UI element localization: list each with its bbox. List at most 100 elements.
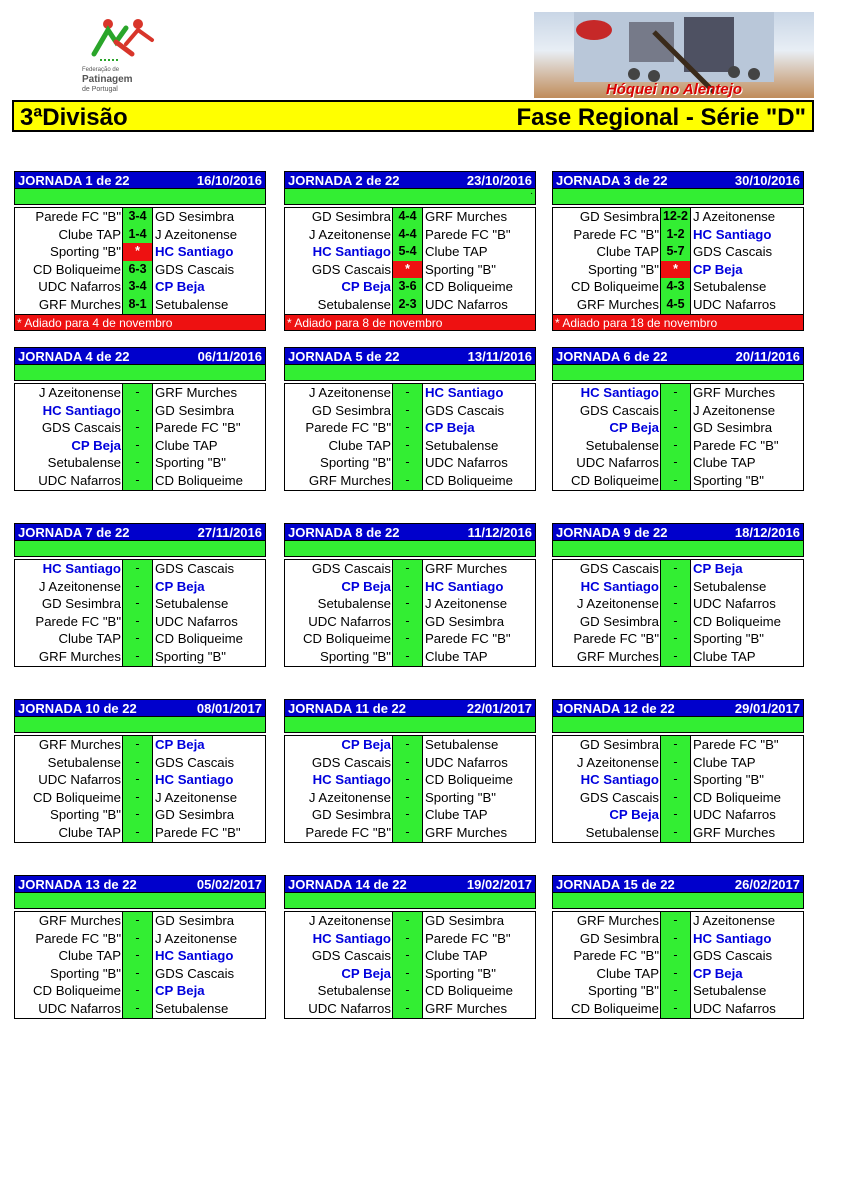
round-date: 23/10/2016 [466,173,532,188]
away-team: UDC Nafarros [425,754,508,770]
away-team: GD Sesimbra [155,402,235,418]
round-date: 18/12/2016 [734,525,800,540]
game-row: HC Santiago 5-4 Clube TAP [285,243,535,261]
away-team: Parede FC "B" [425,930,511,946]
home-team: HC Santiago [285,771,393,789]
game-row: Setubalense - Sporting "B" [15,454,265,472]
game-score: - [393,806,423,824]
round-card: JORNADA 10 de 22 08/01/2017 GRF Murches - CP… [14,699,266,843]
away-team: UDC Nafarros [693,596,776,612]
away-team: Setubalense [693,578,767,594]
home-team: GDS Cascais [285,753,393,772]
away-team: HC Santiago [425,385,504,400]
away-team: UDC Nafarros [425,296,508,312]
away-team: UDC Nafarros [693,296,776,312]
round-label: JORNADA 12 de 22 [556,701,675,716]
game-score: - [393,595,423,613]
round-label: JORNADA 5 de 22 [288,349,400,364]
game-row: GRF Murches - CD Boliqueime [285,471,535,490]
division-title: 3ªDivisão [20,104,128,131]
home-team: UDC Nafarros [285,999,393,1018]
away-team: J Azeitonense [155,226,238,242]
game-score: - [661,471,691,490]
round-subheader [14,717,266,733]
game-row: CD Boliqueime 6-3 GDS Cascais [15,260,265,279]
games-table: J Azeitonense - GRF Murches HC Santiago - GD … [14,383,266,491]
away-team: Parede FC "B" [425,226,511,242]
round-subheader [552,893,804,909]
round-subheader [14,893,266,909]
away-team: HC Santiago [155,948,234,964]
game-score: - [393,982,423,1000]
home-team: CP Beja [285,964,393,983]
home-team: Clube TAP [15,947,123,965]
round-subheader [284,541,536,557]
away-team: Clube TAP [693,648,756,664]
game-score: - [393,560,423,578]
round-label: JORNADA 6 de 22 [556,349,668,364]
round-header: JORNADA 8 de 22 11/12/2016 [284,523,536,541]
game-score: - [661,912,691,930]
game-row: UDC Nafarros - HC Santiago [15,771,265,789]
round-subheader [14,365,266,381]
round-card: JORNADA 7 de 22 27/11/2016 HC Santiago - GDS… [14,523,266,667]
game-row: GRF Murches 4-5 UDC Nafarros [553,295,803,314]
away-team: GD Sesimbra [155,913,235,928]
away-team: UDC Nafarros [693,1000,776,1016]
home-team: HC Santiago [285,929,393,948]
home-team: CP Beja [553,806,661,824]
game-score: - [123,560,153,578]
home-team: GD Sesimbra [15,595,123,613]
home-team: GD Sesimbra [553,736,661,754]
round-card: JORNADA 8 de 22 11/12/2016 GDS Cascais - GRF… [284,523,536,667]
game-score: - [123,947,153,965]
games-table: GD Sesimbra 4-4 GRF Murches J Azeitonense 4-… [284,207,536,315]
game-score: - [123,736,153,754]
game-row: Setubalense - GRF Murches [553,823,803,842]
game-row: GDS Cascais - J Azeitonense [553,401,803,420]
games-table: GD Sesimbra - Parede FC "B" J Azeitonense - C… [552,735,804,843]
game-score: - [661,436,691,455]
home-team: Parede FC "B" [553,225,661,244]
away-team: Sporting "B" [693,631,764,647]
round-label: JORNADA 3 de 22 [556,173,668,188]
round-header: JORNADA 13 de 22 05/02/2017 [14,875,266,893]
games-table: GRF Murches - J Azeitonense GD Sesimbra - HC … [552,911,804,1019]
round-header: JORNADA 5 de 22 13/11/2016 [284,347,536,365]
round-card: JORNADA 4 de 22 06/11/2016 J Azeitonense - G… [14,347,266,491]
away-team: CP Beja [155,737,205,752]
round-header: JORNADA 14 de 22 19/02/2017 [284,875,536,893]
game-score: - [123,753,153,772]
round-label: JORNADA 11 de 22 [288,701,407,716]
home-team: Sporting "B" [15,964,123,983]
game-score: - [661,454,691,472]
game-row: HC Santiago - Setubalense [553,577,803,596]
round-card: JORNADA 11 de 22 22/01/2017 CP Beja - Setuba… [284,699,536,843]
home-team: J Azeitonense [553,595,661,613]
away-team: CP Beja [155,279,205,295]
away-team: GRF Murches [693,385,776,400]
games-table: HC Santiago - GRF Murches GDS Cascais - J Aze… [552,383,804,491]
game-row: CD Boliqueime - Parede FC "B" [285,630,535,648]
game-row: GRF Murches - Clube TAP [553,647,803,666]
away-team: GD Sesimbra [425,913,505,928]
home-team: Sporting "B" [553,260,661,279]
home-team: CD Boliqueime [553,278,661,296]
round-card: JORNADA 14 de 22 19/02/2017 J Azeitonense -… [284,875,536,1019]
game-score: - [123,419,153,437]
home-team: J Azeitonense [15,577,123,596]
away-team: HC Santiago [155,772,234,788]
game-row: GD Sesimbra - GDS Cascais [285,401,535,420]
home-team: GDS Cascais [15,419,123,437]
home-team: Parede FC "B" [285,419,393,437]
game-score: - [661,647,691,666]
games-table: CP Beja - Setubalense GDS Cascais - UDC Nafar… [284,735,536,843]
home-team: GDS Cascais [285,260,393,279]
game-row: Parede FC "B" - UDC Nafarros [15,612,265,631]
game-row: Clube TAP - HC Santiago [15,947,265,965]
game-score: - [393,964,423,983]
game-score: - [123,647,153,666]
away-team: Parede FC "B" [155,824,241,840]
home-team: UDC Nafarros [15,471,123,490]
round-date: 13/11/2016 [467,349,532,364]
